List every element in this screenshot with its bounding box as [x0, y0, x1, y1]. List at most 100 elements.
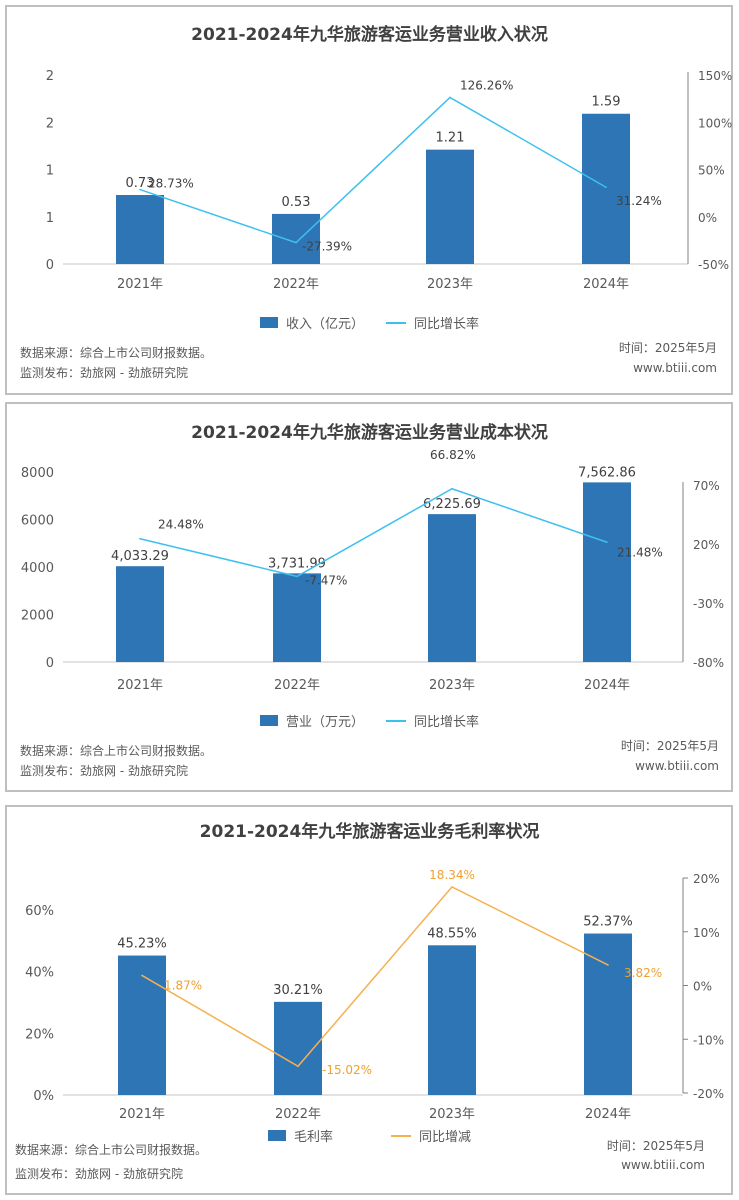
x-axis-tick-label: 2021年: [119, 1107, 165, 1122]
yoy-point: [139, 537, 141, 540]
right-axis-tick-label: -80%: [693, 656, 724, 670]
legend-line-label: 同比增长率: [414, 317, 480, 332]
bar-value-label: 0.53: [282, 195, 311, 210]
line-value-label: -7.47%: [305, 573, 347, 587]
left-axis-tick-label: 8000: [21, 466, 54, 481]
line-value-label: 66.82%: [430, 448, 476, 462]
bar-2024年: [583, 482, 631, 662]
left-axis-tick-label: 0: [46, 258, 54, 273]
left-axis-tick-label: 4000: [21, 561, 54, 576]
left-axis-tick-label: 20%: [25, 1027, 54, 1042]
chart-title: 2021-2024年九华旅游客运业务毛利率状况: [199, 822, 540, 842]
right-axis-tick-label: -50%: [698, 258, 729, 272]
right-axis-tick-label: 20%: [693, 538, 720, 552]
line-value-label: 28.73%: [148, 177, 194, 191]
line-value-label: 21.48%: [617, 545, 663, 559]
right-axis-tick-label: 20%: [693, 872, 720, 886]
x-axis-tick-label: 2023年: [427, 277, 473, 292]
x-axis-tick-label: 2023年: [429, 678, 475, 693]
legend-bar-label: 收入（亿元）: [285, 317, 364, 332]
legend-bar-label: 毛利率: [293, 1130, 333, 1145]
publisher: 监测发布：劲旅网 - 劲旅研究院: [20, 366, 188, 380]
x-axis-tick-label: 2022年: [275, 1107, 321, 1122]
right-axis-tick-label: 100%: [698, 116, 732, 130]
right-axis-tick-label: 0%: [693, 980, 712, 994]
left-axis-tick-label: 40%: [25, 966, 54, 981]
bar-value-label: 6,225.69: [423, 497, 481, 512]
right-axis-tick-label: 150%: [698, 69, 732, 83]
bar-value-label: 1.21: [436, 131, 465, 146]
legend-bar-label: 营业（万元）: [285, 715, 364, 730]
yoy-point: [607, 964, 609, 966]
right-axis-tick-label: -10%: [693, 1033, 724, 1047]
bar-2022年: [272, 213, 320, 264]
yoy-point: [449, 96, 451, 99]
chart-legend: 毛利率 同比增减: [0, 1126, 739, 1145]
legend-line-label: 同比增长率: [414, 715, 480, 730]
bar-value-label: 52.37%: [583, 915, 633, 930]
line-value-label: 126.26%: [460, 78, 513, 92]
bar-2021年: [118, 955, 166, 1095]
left-axis-tick-label: 2000: [21, 609, 54, 624]
bar-2023年: [428, 514, 476, 662]
bar-value-label: 4,033.29: [111, 549, 169, 564]
x-axis-tick-label: 2021年: [117, 277, 163, 292]
yoy-point: [297, 1065, 299, 1068]
left-axis-tick-label: 1: [46, 211, 54, 226]
publish-time: 时间：2025年5月: [606, 1139, 705, 1153]
right-axis-tick-label: -20%: [693, 1087, 724, 1101]
x-axis-tick-label: 2024年: [583, 277, 629, 292]
bar-value-label: 0.73: [126, 176, 155, 191]
legend-line-label: 同比增减: [419, 1130, 472, 1145]
line-value-label: 3.82%: [624, 966, 662, 980]
website: www.btiii.com: [635, 759, 719, 773]
line-value-label: 1.87%: [164, 978, 202, 992]
yoy-point: [139, 188, 141, 191]
data-source: 数据来源：综合上市公司财报数据。: [15, 1143, 208, 1157]
legend-bar-swatch: [259, 715, 278, 726]
right-axis-tick-label: 70%: [693, 479, 720, 493]
yoy-line: [141, 885, 609, 1068]
yoy-point: [295, 241, 297, 244]
yoy-point: [451, 886, 453, 888]
right-axis-tick-label: -30%: [693, 597, 724, 611]
yoy-point: [451, 487, 453, 490]
publish-time: 时间：2025年5月: [620, 739, 719, 753]
right-axis-tick-label: 50%: [698, 164, 725, 178]
x-axis-tick-label: 2021年: [117, 678, 163, 693]
website: www.btiii.com: [621, 1158, 705, 1172]
publisher: 监测发布：劲旅网 - 劲旅研究院: [15, 1167, 183, 1181]
yoy-line: [139, 96, 607, 244]
yoy-point: [296, 575, 298, 578]
bar-2023年: [426, 149, 474, 264]
bar-value-label: 3,731.99: [268, 556, 326, 571]
legend-bar-swatch: [267, 1130, 286, 1141]
line-value-label: -15.02%: [322, 1063, 372, 1077]
bar-2023年: [428, 945, 476, 1095]
yoy-line: [139, 487, 608, 578]
bar-2022年: [274, 1001, 322, 1095]
left-axis-tick-label: 60%: [25, 904, 54, 919]
bar-value-label: 1.59: [592, 95, 621, 110]
x-axis-tick-label: 2023年: [429, 1107, 475, 1122]
left-axis-tick-label: 2: [46, 116, 54, 131]
data-source: 数据来源：综合上市公司财报数据。: [20, 346, 213, 360]
yoy-point: [141, 974, 143, 977]
legend-bar-swatch: [259, 317, 278, 328]
right-axis-tick-label: 10%: [693, 926, 720, 940]
line-value-label: 18.34%: [429, 868, 475, 882]
legend-line-swatch: [386, 719, 406, 722]
yoy-point: [606, 541, 608, 544]
bar-2022年: [273, 573, 321, 662]
bar-value-label: 45.23%: [117, 937, 167, 952]
publish-time: 时间：2025年5月: [618, 341, 717, 355]
left-axis-tick-label: 2: [46, 69, 54, 84]
x-axis-tick-label: 2024年: [584, 678, 630, 693]
left-axis-tick-label: 1: [46, 164, 54, 179]
line-value-label: -27.39%: [302, 240, 352, 254]
legend-line-swatch: [386, 321, 406, 324]
x-axis-tick-label: 2022年: [274, 678, 320, 693]
bar-2021年: [116, 566, 164, 662]
bar-value-label: 30.21%: [273, 983, 323, 998]
x-axis-tick-label: 2024年: [585, 1107, 631, 1122]
